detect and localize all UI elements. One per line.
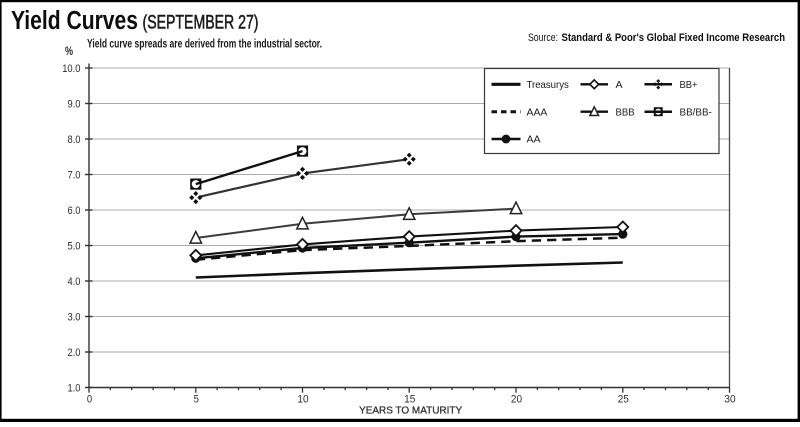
svg-text:Yield curve spreads are derive: Yield curve spreads are derived from the…	[87, 37, 322, 51]
svg-text:BB+: BB+	[680, 80, 698, 91]
svg-text:BB/BB-: BB/BB-	[680, 107, 712, 118]
svg-text:AAA: AAA	[527, 107, 548, 118]
svg-text:BBB: BBB	[616, 107, 635, 118]
svg-text:15: 15	[404, 393, 415, 405]
svg-text:2.0: 2.0	[68, 347, 81, 359]
svg-text:30: 30	[724, 393, 735, 405]
svg-text:0: 0	[87, 393, 92, 405]
svg-text:5: 5	[194, 393, 199, 405]
svg-text:Treasurys: Treasurys	[527, 80, 569, 91]
svg-text:10.0: 10.0	[62, 63, 80, 75]
svg-text:6.0: 6.0	[68, 205, 81, 217]
svg-text:4.0: 4.0	[68, 276, 81, 288]
svg-text:10: 10	[297, 393, 308, 405]
svg-text:5.0: 5.0	[68, 241, 81, 253]
svg-text:Standard & Poor's Global Fixed: Standard & Poor's Global Fixed Income Re…	[562, 32, 786, 44]
svg-text:%: %	[65, 44, 73, 58]
svg-text:AA: AA	[527, 135, 541, 146]
svg-text:3.0: 3.0	[68, 312, 81, 324]
svg-text:(SEPTEMBER 27): (SEPTEMBER 27)	[143, 13, 259, 34]
svg-text:A: A	[616, 80, 623, 91]
svg-text:1.0: 1.0	[68, 383, 81, 395]
svg-text:YEARS TO MATURITY: YEARS TO MATURITY	[359, 406, 462, 417]
svg-text:8.0: 8.0	[68, 134, 81, 146]
svg-text:20: 20	[511, 393, 522, 405]
svg-text:7.0: 7.0	[68, 170, 81, 182]
svg-text:Yield Curves: Yield Curves	[11, 7, 138, 35]
svg-text:Source:: Source:	[528, 32, 558, 44]
svg-text:9.0: 9.0	[68, 99, 81, 111]
svg-text:25: 25	[618, 393, 629, 405]
